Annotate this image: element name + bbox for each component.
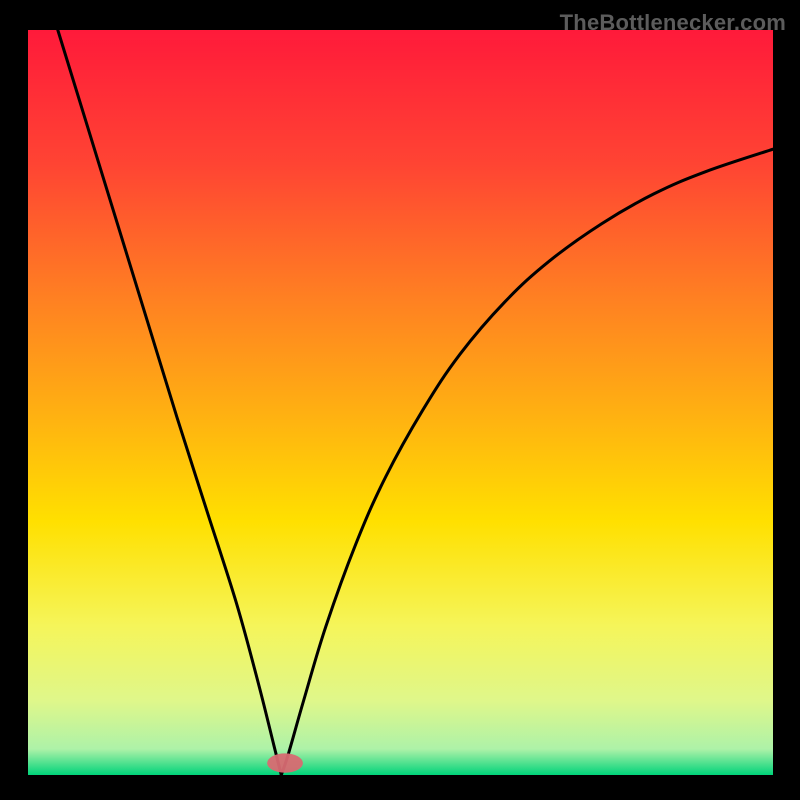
bottleneck-chart	[0, 0, 800, 800]
optimal-marker	[267, 753, 303, 772]
chart-stage: TheBottlenecker.com	[0, 0, 800, 800]
watermark-text: TheBottlenecker.com	[560, 10, 786, 36]
plot-background	[28, 30, 773, 775]
